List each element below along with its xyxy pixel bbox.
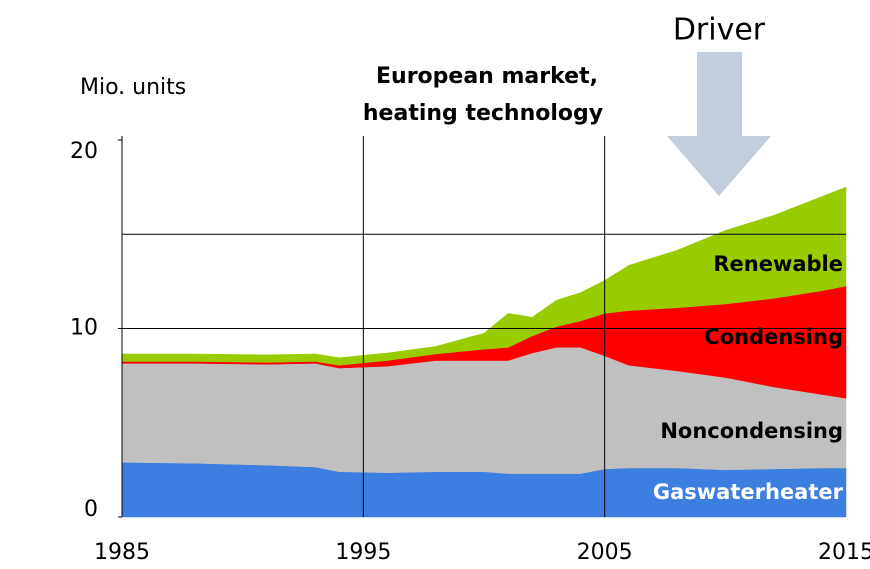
y-tick-label: 0 (84, 497, 98, 522)
annotation: Driver (673, 13, 766, 48)
x-tick-label: 1985 (94, 540, 150, 565)
series-label: Noncondensing (660, 419, 843, 443)
areas (121, 186, 847, 518)
grid (118, 136, 846, 518)
chart-title: European market, (376, 64, 598, 89)
area (121, 186, 847, 366)
series-label: Condensing (704, 325, 843, 349)
x-tick-label: 2015 (818, 540, 870, 565)
y-axis-label: Mio. units (80, 75, 186, 100)
series-label: Renewable (713, 252, 843, 276)
driver-arrow (667, 52, 771, 196)
y-tick-label: 10 (70, 316, 98, 341)
y-tick-label: 20 (70, 139, 98, 164)
x-tick-label: 1995 (335, 540, 391, 565)
x-tick-label: 2005 (577, 540, 633, 565)
series-label: Gaswaterheater (653, 480, 844, 504)
chart-title: heating technology (363, 101, 603, 126)
